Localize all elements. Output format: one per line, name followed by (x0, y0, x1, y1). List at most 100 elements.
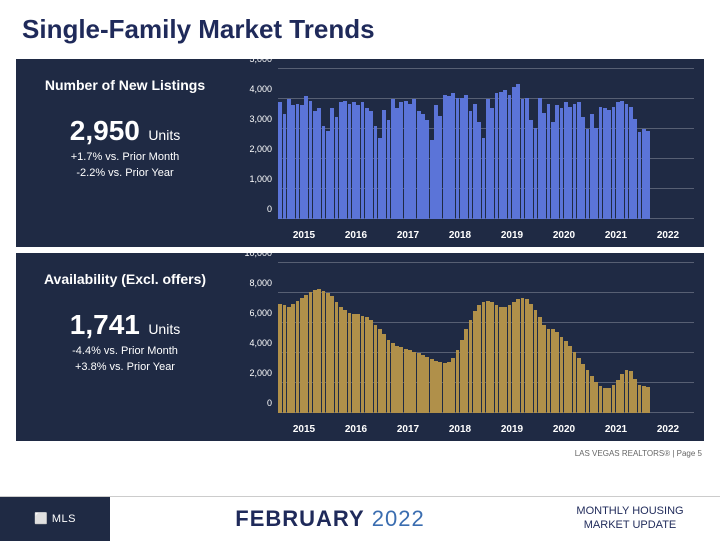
x-tick-label: 2016 (330, 424, 382, 435)
x-tick-label: 2018 (434, 230, 486, 241)
bar (399, 347, 403, 413)
footer-year: 2022 (372, 506, 425, 531)
bar (646, 387, 650, 413)
footer-month: FEBRUARY (235, 506, 364, 531)
bar (283, 114, 287, 219)
chart-plot-2: 02,0004,0006,0008,00010,000 (278, 263, 694, 413)
bar (443, 363, 447, 413)
bar (508, 95, 512, 220)
bar (629, 107, 633, 220)
bar (365, 317, 369, 413)
bar (642, 386, 646, 413)
bar (603, 388, 607, 413)
bar (625, 104, 629, 220)
bar (313, 290, 317, 413)
bar (447, 96, 451, 219)
bar (408, 350, 412, 413)
bar (296, 301, 300, 414)
bar (603, 108, 607, 219)
bar (473, 311, 477, 413)
bar (335, 302, 339, 413)
metric-vs-month-2: -4.4% vs. Prior Month (24, 345, 226, 357)
bar (607, 388, 611, 414)
bar (356, 314, 360, 413)
bar (547, 329, 551, 413)
footer-date: FEBRUARY 2022 (110, 506, 550, 532)
bar (529, 120, 533, 219)
bar (361, 102, 365, 219)
bar (486, 99, 490, 219)
bar (309, 101, 313, 220)
bar (512, 87, 516, 219)
bar (322, 126, 326, 219)
bar (534, 128, 538, 220)
bar (374, 126, 378, 219)
panel-availability: Availability (Excl. offers) 1,741 Units … (16, 253, 704, 441)
bar (469, 320, 473, 413)
bar (512, 302, 516, 413)
x-axis-1: 20152016201720182019202020212022 (278, 230, 694, 241)
bar (551, 122, 555, 220)
metric-vs-year-1: -2.2% vs. Prior Year (24, 167, 226, 179)
bar (564, 341, 568, 413)
bar (287, 307, 291, 414)
footer-right-line2: MARKET UPDATE (550, 519, 710, 532)
bar (326, 293, 330, 413)
bar (434, 105, 438, 219)
bar (421, 355, 425, 414)
page-title: Single-Family Market Trends (0, 0, 720, 55)
bar (387, 340, 391, 414)
bar (555, 105, 559, 219)
bar (335, 117, 339, 219)
bar (547, 104, 551, 220)
x-tick-label: 2021 (590, 230, 642, 241)
bar (356, 105, 360, 219)
bar (646, 131, 650, 220)
y-tick-label: 0 (267, 398, 272, 408)
bar (486, 301, 490, 414)
bar (278, 304, 282, 414)
bar (612, 385, 616, 414)
bar (283, 305, 287, 413)
bar (309, 292, 313, 414)
bar (369, 320, 373, 413)
bar (464, 329, 468, 413)
bar (425, 120, 429, 219)
bar (629, 371, 633, 413)
bar (633, 119, 637, 220)
bar (551, 329, 555, 413)
bar (516, 84, 520, 219)
metric-vs-year-2: +3.8% vs. Prior Year (24, 361, 226, 373)
bar (560, 337, 564, 414)
bar (412, 99, 416, 219)
bar (599, 107, 603, 220)
y-tick-label: 6,000 (249, 308, 272, 318)
bar (408, 104, 412, 220)
bar (521, 99, 525, 219)
x-tick-label: 2020 (538, 424, 590, 435)
bar (317, 289, 321, 413)
bar (521, 298, 525, 414)
bar (616, 380, 620, 413)
bar (525, 299, 529, 413)
bar (399, 102, 403, 219)
bar (304, 96, 308, 219)
bar (404, 349, 408, 414)
bar (460, 340, 464, 414)
bar (456, 350, 460, 413)
panel-left-availability: Availability (Excl. offers) 1,741 Units … (16, 253, 234, 441)
bar (317, 108, 321, 219)
bar (581, 364, 585, 414)
bar (482, 138, 486, 219)
bar (278, 102, 282, 219)
chart-area-1: 01,0002,0003,0004,0005,000 2015201620172… (234, 59, 704, 247)
x-tick-label: 2022 (642, 424, 694, 435)
bar (300, 298, 304, 414)
bar (430, 359, 434, 413)
bar (443, 95, 447, 220)
y-tick-label: 4,000 (249, 338, 272, 348)
footer-logo: ⬜ MLS (0, 497, 110, 541)
bar (529, 304, 533, 414)
bar (430, 140, 434, 220)
bar (343, 310, 347, 414)
